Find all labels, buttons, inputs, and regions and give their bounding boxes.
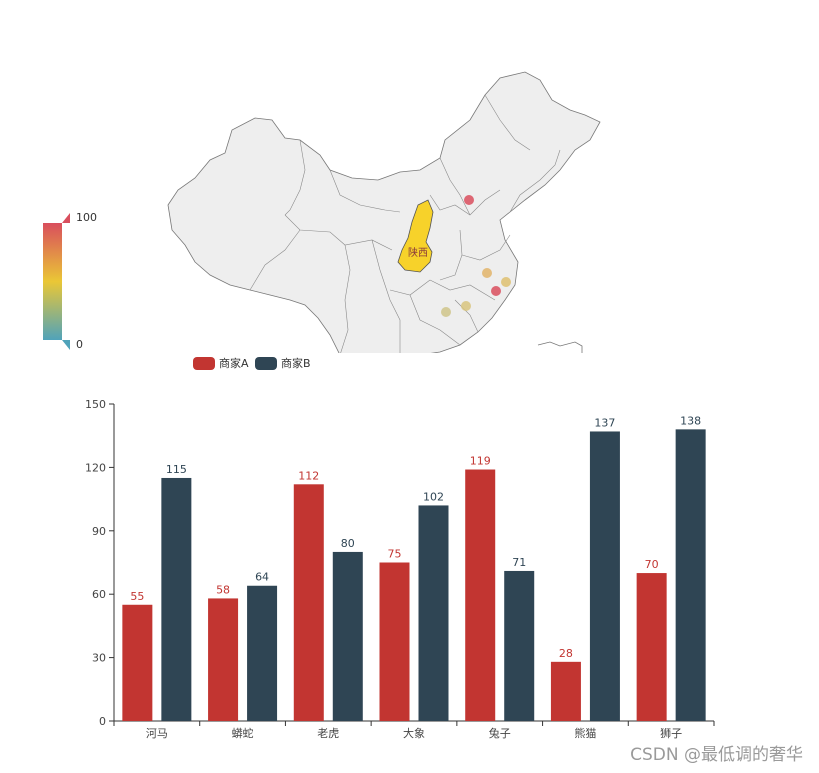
- legend-swatch: [255, 357, 277, 370]
- bar-b[interactable]: [418, 505, 449, 721]
- bar-value-label: 55: [130, 590, 144, 603]
- bar-a[interactable]: [550, 661, 581, 721]
- map-point[interactable]: [501, 277, 511, 287]
- x-tick-label: 狮子: [660, 727, 682, 740]
- bar-value-label: 138: [680, 414, 701, 427]
- southeast-border: [537, 341, 583, 353]
- bar-value-label: 115: [166, 463, 187, 476]
- visual-map-min-label: 0: [76, 338, 83, 351]
- legend-item-1[interactable]: 商家A: [193, 356, 249, 370]
- legend[interactable]: 商家A 商家B: [193, 356, 311, 370]
- y-tick-label: 0: [99, 715, 106, 728]
- bar-a[interactable]: [379, 562, 410, 722]
- legend-label: 商家B: [281, 356, 311, 370]
- map-point[interactable]: [461, 301, 471, 311]
- bar-b[interactable]: [504, 570, 535, 721]
- chart-bars: 55 115 58 64 112 80 75 102 119 71 28 137 70 138: [122, 414, 706, 722]
- visual-map[interactable]: 100 0: [43, 211, 97, 351]
- bar-value-label: 70: [645, 558, 659, 571]
- visual-map-max-label: 100: [76, 211, 97, 224]
- y-tick-label: 30: [92, 652, 106, 665]
- y-tick-label: 120: [85, 461, 106, 474]
- watermark: CSDN @最低调的奢华: [630, 745, 803, 765]
- map-point[interactable]: [482, 268, 492, 278]
- legend-label: 商家A: [219, 356, 249, 370]
- map-point[interactable]: [441, 307, 451, 317]
- bar-value-label: 102: [423, 490, 444, 503]
- legend-item-2[interactable]: 商家B: [255, 356, 311, 370]
- map-land: 陕西: [167, 71, 601, 353]
- china-map: 100 0 陕西 商家A 商家B: [43, 71, 601, 370]
- x-tick-label: 熊猫: [574, 726, 596, 740]
- x-tick-label: 河马: [146, 727, 168, 740]
- x-tick-label: 蟒蛇: [232, 726, 254, 740]
- bar-b[interactable]: [589, 431, 620, 721]
- bar-value-label: 71: [512, 556, 526, 569]
- bar-a[interactable]: [208, 598, 239, 721]
- bar-value-label: 80: [341, 537, 355, 550]
- map-point[interactable]: [464, 195, 474, 205]
- bar-a[interactable]: [465, 469, 496, 721]
- x-tick-label: 老虎: [317, 727, 339, 740]
- y-tick-label: 60: [92, 588, 106, 601]
- bar-value-label: 137: [594, 416, 615, 429]
- bar-value-label: 119: [470, 455, 491, 468]
- shaanxi-region[interactable]: [397, 199, 434, 273]
- visual-map-min-handle[interactable]: [62, 340, 70, 350]
- bar-b[interactable]: [675, 429, 706, 721]
- bar-a[interactable]: [293, 484, 324, 721]
- bar-a[interactable]: [636, 573, 667, 721]
- province-borders: [249, 94, 561, 353]
- x-tick-label: 兔子: [489, 726, 511, 740]
- y-tick-label: 90: [92, 525, 106, 538]
- bar-b[interactable]: [332, 551, 363, 721]
- visual-map-bar: [43, 223, 62, 340]
- bar-value-label: 64: [255, 571, 269, 584]
- bar-b[interactable]: [247, 585, 278, 721]
- shaanxi-label: 陕西: [408, 246, 428, 259]
- bar-a[interactable]: [122, 604, 153, 721]
- bar-value-label: 58: [216, 583, 230, 596]
- legend-swatch: [193, 357, 215, 370]
- map-point[interactable]: [491, 286, 501, 296]
- bar-value-label: 28: [559, 647, 573, 660]
- x-tick-label: 大象: [403, 726, 425, 740]
- bar-b[interactable]: [161, 477, 192, 721]
- visual-map-max-handle[interactable]: [62, 213, 70, 223]
- china-outline: [167, 71, 601, 353]
- bar-value-label: 75: [388, 548, 402, 561]
- bar-value-label: 112: [298, 469, 319, 482]
- y-tick-label: 150: [85, 398, 106, 411]
